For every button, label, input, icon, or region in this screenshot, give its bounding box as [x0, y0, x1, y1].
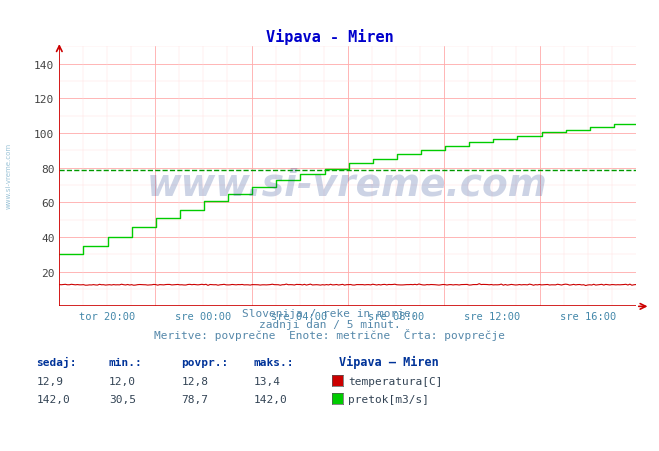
Text: min.:: min.:	[109, 357, 142, 367]
Text: www.si-vreme.com: www.si-vreme.com	[147, 167, 548, 203]
Text: Slovenija / reke in morje.: Slovenija / reke in morje.	[242, 308, 417, 318]
Text: 30,5: 30,5	[109, 394, 136, 404]
Text: temperatura[C]: temperatura[C]	[348, 376, 442, 386]
Text: pretok[m3/s]: pretok[m3/s]	[348, 394, 429, 404]
Text: 78,7: 78,7	[181, 394, 208, 404]
Text: 13,4: 13,4	[254, 376, 281, 386]
Text: povpr.:: povpr.:	[181, 357, 229, 367]
Text: sedaj:: sedaj:	[36, 356, 76, 367]
Text: zadnji dan / 5 minut.: zadnji dan / 5 minut.	[258, 319, 401, 329]
Text: 142,0: 142,0	[36, 394, 70, 404]
Text: 12,0: 12,0	[109, 376, 136, 386]
Text: 12,9: 12,9	[36, 376, 63, 386]
Text: maks.:: maks.:	[254, 357, 294, 367]
Text: Vipava - Miren: Vipava - Miren	[266, 29, 393, 45]
Text: Vipava – Miren: Vipava – Miren	[339, 355, 439, 368]
Text: Meritve: povprečne  Enote: metrične  Črta: povprečje: Meritve: povprečne Enote: metrične Črta:…	[154, 328, 505, 340]
Text: 12,8: 12,8	[181, 376, 208, 386]
Text: www.si-vreme.com: www.si-vreme.com	[5, 143, 12, 209]
Text: 142,0: 142,0	[254, 394, 287, 404]
